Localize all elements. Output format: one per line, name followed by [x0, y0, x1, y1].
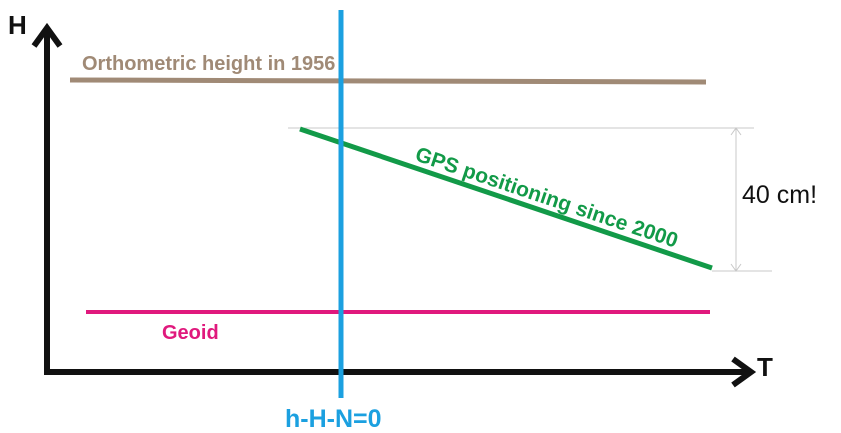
gps-series: GPS positioning since 2000: [299, 126, 713, 271]
vertical-line-label: h-H-N=0: [285, 405, 382, 433]
dimension-arrow-top: [730, 127, 742, 136]
geoid-series: Geoid: [86, 310, 710, 344]
y-axis-label: H: [8, 10, 27, 40]
x-axis-arrowhead: [731, 356, 757, 388]
gps-line: [299, 126, 713, 271]
orthometric-height-label: Orthometric height in 1956: [82, 53, 335, 75]
dimension-label: 40 cm!: [742, 181, 817, 209]
orthometric-height-line: [69, 77, 707, 85]
dimension-marker: 40 cm!: [288, 127, 817, 272]
orthometric-height-series: Orthometric height in 1956: [69, 53, 707, 85]
axes: H T: [8, 10, 773, 388]
y-axis-arrowhead: [31, 22, 63, 48]
vertical-series: h-H-N=0: [285, 10, 382, 433]
dimension-arrow-bottom: [730, 263, 742, 272]
gps-label: GPS positioning since 2000: [412, 143, 680, 253]
x-axis-label: T: [757, 352, 773, 382]
geoid-label: Geoid: [162, 322, 219, 344]
